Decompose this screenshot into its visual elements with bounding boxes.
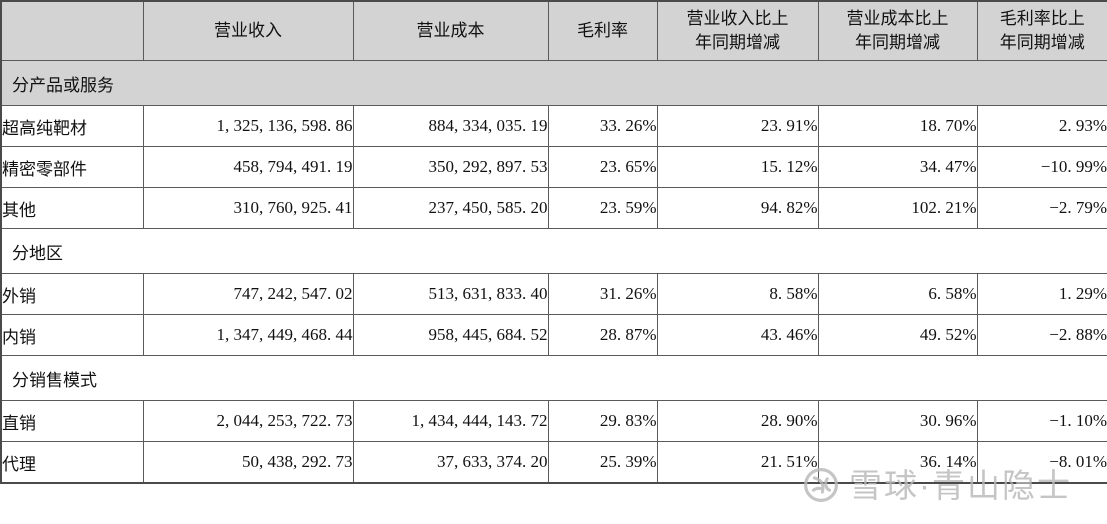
- cell-cost-change: 102. 21%: [817, 187, 978, 229]
- table-row-agency-sales: 代理 50, 438, 292. 73 37, 633, 374. 20 25.…: [0, 441, 1107, 484]
- cell-margin: 29. 83%: [547, 400, 658, 442]
- cell-revenue: 310, 760, 925. 41: [142, 187, 354, 229]
- cell-revenue: 1, 347, 449, 468. 44: [142, 314, 354, 356]
- cell-margin-change: −1. 10%: [976, 400, 1107, 442]
- table-row-ultra-high-purity-targets: 超高纯靶材 1, 325, 136, 598. 86 884, 334, 035…: [0, 105, 1107, 147]
- cell-cost: 1, 434, 444, 143. 72: [352, 400, 549, 442]
- table-row-domestic-sales: 内销 1, 347, 449, 468. 44 958, 445, 684. 5…: [0, 314, 1107, 356]
- col-header-gross-margin: 毛利率: [547, 0, 658, 61]
- cell-revenue-change: 8. 58%: [656, 273, 819, 315]
- col-header-revenue-yoy-change: 营业收入比上 年同期增减: [656, 0, 819, 61]
- cell-revenue-change: 28. 90%: [656, 400, 819, 442]
- cell-revenue-change: 21. 51%: [656, 441, 819, 484]
- cell-margin: 33. 26%: [547, 105, 658, 147]
- section-label: 分销售模式: [0, 355, 1107, 401]
- cell-revenue: 458, 794, 491. 19: [142, 146, 354, 188]
- cell-cost-change: 6. 58%: [817, 273, 978, 315]
- cell-cost-change: 30. 96%: [817, 400, 978, 442]
- cell-revenue-change: 23. 91%: [656, 105, 819, 147]
- row-label: 超高纯靶材: [0, 105, 144, 147]
- cell-cost: 237, 450, 585. 20: [352, 187, 549, 229]
- row-label: 直销: [0, 400, 144, 442]
- cell-cost: 958, 445, 684. 52: [352, 314, 549, 356]
- table-header-row: 营业收入 营业成本 毛利率 营业收入比上 年同期增减 营业成本比上 年同期增减 …: [0, 0, 1107, 61]
- cell-cost: 884, 334, 035. 19: [352, 105, 549, 147]
- section-label: 分地区: [0, 228, 1107, 274]
- cell-margin: 23. 65%: [547, 146, 658, 188]
- section-row-by-product: 分产品或服务: [0, 60, 1107, 106]
- cell-cost-change: 34. 47%: [817, 146, 978, 188]
- cell-revenue: 1, 325, 136, 598. 86: [142, 105, 354, 147]
- cell-revenue-change: 15. 12%: [656, 146, 819, 188]
- col-header-revenue: 营业收入: [142, 0, 354, 61]
- cell-margin: 25. 39%: [547, 441, 658, 484]
- row-label: 其他: [0, 187, 144, 229]
- cell-cost: 37, 633, 374. 20: [352, 441, 549, 484]
- cell-margin-change: −10. 99%: [976, 146, 1107, 188]
- cell-cost-change: 49. 52%: [817, 314, 978, 356]
- cell-margin: 28. 87%: [547, 314, 658, 356]
- col-header-cost-yoy-change: 营业成本比上 年同期增减: [817, 0, 978, 61]
- cell-revenue: 2, 044, 253, 722. 73: [142, 400, 354, 442]
- cell-cost-change: 18. 70%: [817, 105, 978, 147]
- cell-revenue: 747, 242, 547. 02: [142, 273, 354, 315]
- cell-margin-change: 1. 29%: [976, 273, 1107, 315]
- section-row-by-region: 分地区: [0, 228, 1107, 274]
- cell-revenue-change: 43. 46%: [656, 314, 819, 356]
- cell-revenue: 50, 438, 292. 73: [142, 441, 354, 484]
- cell-margin-change: −2. 88%: [976, 314, 1107, 356]
- table-row-other: 其他 310, 760, 925. 41 237, 450, 585. 20 2…: [0, 187, 1107, 229]
- cell-margin-change: 2. 93%: [976, 105, 1107, 147]
- table-row-direct-sales: 直销 2, 044, 253, 722. 73 1, 434, 444, 143…: [0, 400, 1107, 442]
- cell-cost-change: 36. 14%: [817, 441, 978, 484]
- col-header-cost: 营业成本: [352, 0, 549, 61]
- cell-margin: 23. 59%: [547, 187, 658, 229]
- section-label: 分产品或服务: [0, 60, 1107, 106]
- row-label: 内销: [0, 314, 144, 356]
- table-row-export-sales: 外销 747, 242, 547. 02 513, 631, 833. 40 3…: [0, 273, 1107, 315]
- cell-margin: 31. 26%: [547, 273, 658, 315]
- cell-margin-change: −2. 79%: [976, 187, 1107, 229]
- cell-margin-change: −8. 01%: [976, 441, 1107, 484]
- section-row-by-sales-model: 分销售模式: [0, 355, 1107, 401]
- row-label: 代理: [0, 441, 144, 484]
- financial-breakdown-table: 营业收入 营业成本 毛利率 营业收入比上 年同期增减 营业成本比上 年同期增减 …: [0, 0, 1107, 484]
- col-header-margin-yoy-change: 毛利率比上 年同期增减: [976, 0, 1107, 61]
- cell-cost: 513, 631, 833. 40: [352, 273, 549, 315]
- cell-cost: 350, 292, 897. 53: [352, 146, 549, 188]
- row-label: 精密零部件: [0, 146, 144, 188]
- table-row-precision-parts: 精密零部件 458, 794, 491. 19 350, 292, 897. 5…: [0, 146, 1107, 188]
- corner-cell: [0, 0, 144, 61]
- cell-revenue-change: 94. 82%: [656, 187, 819, 229]
- row-label: 外销: [0, 273, 144, 315]
